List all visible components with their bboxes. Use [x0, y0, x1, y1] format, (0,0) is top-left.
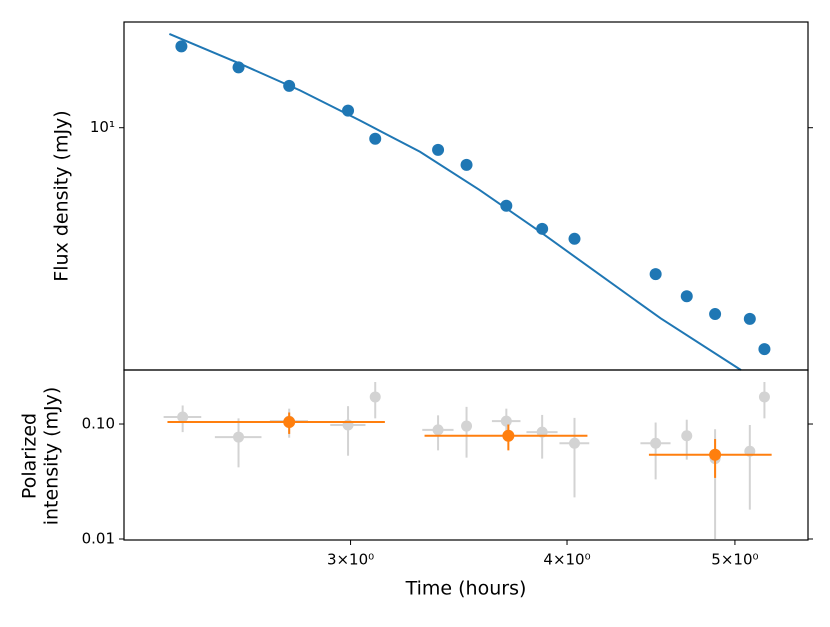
data-point: [649, 268, 662, 281]
x-axis-label: Time (hours): [405, 578, 527, 600]
data-point: [681, 430, 693, 442]
y-axis-label: intensity (mJy): [41, 387, 63, 526]
data-point: [709, 308, 722, 321]
x-tick-label: 4×10⁰: [543, 551, 590, 569]
data-point: [758, 391, 770, 403]
data-point: [743, 312, 756, 325]
data-point: [758, 343, 771, 356]
data-point: [432, 143, 445, 156]
data-point: [568, 232, 581, 245]
data-point: [283, 416, 296, 429]
y-tick-label: 0.10: [82, 415, 115, 433]
x-tick-label: 5×10⁰: [711, 551, 758, 569]
x-tick-label: 3×10⁰: [327, 551, 374, 569]
axes-frame: [123, 21, 809, 371]
data-point: [233, 431, 245, 443]
data-point: [460, 158, 473, 171]
y-axis-label: Flux density (mJy): [51, 110, 73, 281]
data-point: [569, 437, 581, 449]
fit-line: [168, 32, 742, 371]
data-point: [175, 40, 188, 53]
data-point: [177, 411, 189, 423]
data-point: [709, 448, 722, 461]
y-tick-label: 10¹: [90, 118, 115, 136]
axes-frame: [123, 369, 809, 541]
data-point: [680, 290, 693, 303]
y-axis-label: Polarized: [19, 413, 41, 499]
data-point: [500, 199, 513, 212]
data-point: [461, 420, 473, 432]
data-point: [369, 391, 381, 403]
y-tick-label: 0.01: [82, 529, 115, 547]
data-point: [369, 132, 382, 145]
data-point: [432, 424, 444, 436]
data-point: [650, 437, 662, 449]
data-point: [502, 429, 515, 442]
data-point: [500, 415, 512, 427]
